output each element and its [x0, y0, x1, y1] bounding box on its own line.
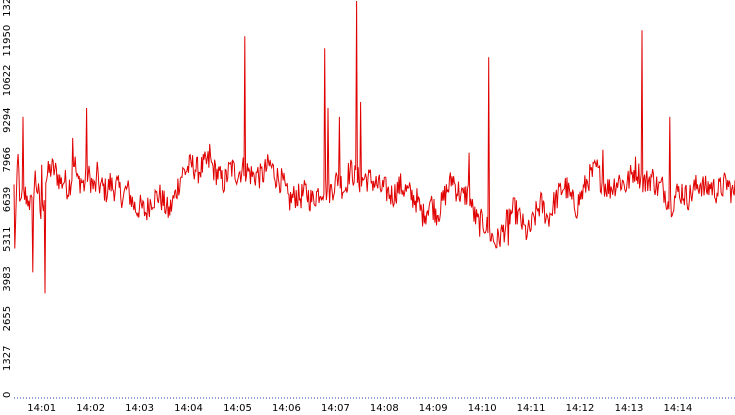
- x-tick-label: 14:12: [566, 403, 595, 414]
- x-tick-label: 14:11: [517, 403, 546, 414]
- y-tick-label: 3983: [2, 266, 13, 291]
- y-axis-tick-labels: 0 1327 2655 3983 5311 6639 7966 9294 10622 11950 1…: [2, 0, 13, 398]
- y-tick-label: 11950: [2, 25, 13, 57]
- x-tick-label: 14:02: [76, 403, 105, 414]
- x-tick-label: 14:03: [125, 403, 154, 414]
- x-tick-label: 14:05: [223, 403, 252, 414]
- y-tick-label: 9294: [2, 107, 13, 132]
- x-tick-label: 14:14: [663, 403, 692, 414]
- x-tick-label: 14:04: [174, 403, 203, 414]
- series-line: [13, 0, 735, 294]
- x-tick-label: 14:10: [468, 403, 497, 414]
- y-tick-label: 13278: [2, 0, 13, 17]
- x-tick-label: 14:09: [419, 403, 448, 414]
- y-tick-label: 10622: [2, 64, 13, 96]
- x-tick-label: 14:06: [272, 403, 301, 414]
- y-tick-label: 5311: [2, 226, 13, 251]
- x-tick-label: 14:08: [370, 403, 399, 414]
- y-tick-label: 2655: [2, 306, 13, 331]
- y-tick-label: 1327: [2, 346, 13, 371]
- y-tick-label: 0: [2, 392, 13, 398]
- x-axis-tick-labels: 14:01 14:02 14:03 14:04 14:05 14:06 14:07 14:08…: [27, 403, 692, 414]
- x-tick-label: 14:07: [321, 403, 350, 414]
- y-tick-label: 6639: [2, 187, 13, 212]
- x-tick-label: 14:13: [615, 403, 644, 414]
- y-tick-label: 7966: [2, 147, 13, 172]
- x-tick-label: 14:01: [27, 403, 56, 414]
